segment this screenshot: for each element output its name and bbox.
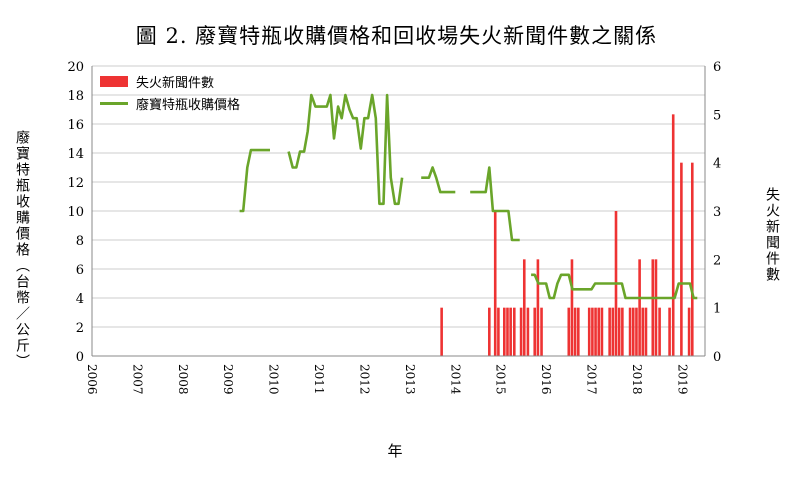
x-tick-label: 2019: [675, 364, 689, 395]
x-tick-label: 2007: [130, 364, 144, 395]
bar: [680, 162, 683, 356]
axes: [91, 66, 706, 357]
bar: [533, 307, 537, 356]
gridlines: [92, 65, 705, 357]
bar: [567, 307, 571, 356]
left-y-tick-labels: 0 2 4 6 8 10 12 14 16 18 20: [67, 60, 84, 365]
bar-series-fire-news: [440, 114, 694, 356]
y-tick-label-left: 2: [76, 321, 84, 336]
y-tick-label-right: 4: [713, 157, 721, 172]
y-tick-label-left: 10: [67, 205, 84, 220]
bar: [635, 307, 638, 356]
bar: [506, 307, 509, 356]
y-tick-label-right: 6: [713, 60, 721, 75]
legend-label-line: 廢寶特瓶收購價格: [136, 97, 241, 113]
y-tick-label-right: 3: [713, 205, 721, 220]
legend-swatch-line: [100, 101, 128, 105]
bar: [497, 307, 500, 356]
legend-label-bars: 失火新聞件數: [136, 75, 215, 91]
bar: [654, 259, 658, 356]
bar: [651, 259, 655, 356]
x-tick-labels: 2006 2007 2008 2009 2010 2011 2012 2013 2014 2015…: [85, 364, 689, 395]
x-tick-label: 2014: [448, 364, 462, 395]
x-tick-label: 2017: [584, 364, 598, 395]
x-axis-label: 年: [387, 442, 403, 460]
line-series-pet-price: [239, 93, 698, 300]
bar: [522, 259, 526, 356]
chart-title: 圖 2. 廢寶特瓶收購價格和回收場失火新聞件數之關係: [135, 24, 658, 48]
bar: [621, 307, 624, 356]
x-tick-label: 2018: [630, 364, 644, 395]
price-line-segment: [531, 273, 698, 300]
bar: [617, 307, 621, 356]
bar: [591, 307, 594, 356]
y-axis-label-left: 廢寶特瓶收購價格（台幣／公斤）: [14, 130, 30, 370]
bar: [658, 307, 661, 356]
bar: [628, 307, 632, 356]
y-tick-label-left: 8: [76, 234, 84, 249]
bar: [577, 307, 580, 356]
bar: [600, 307, 604, 356]
bar: [644, 307, 648, 356]
y-tick-label-left: 12: [67, 176, 84, 191]
y-tick-label-right: 0: [713, 350, 721, 365]
bar: [687, 307, 691, 356]
bar: [638, 259, 641, 356]
bar: [570, 259, 574, 356]
x-tick-label: 2011: [312, 364, 326, 395]
bar: [597, 307, 601, 356]
bar: [594, 307, 597, 356]
bar: [608, 307, 611, 356]
x-tick-label: 2015: [494, 364, 508, 395]
y-tick-label-right: 2: [713, 253, 721, 268]
bar: [526, 307, 530, 356]
y-tick-label-right: 1: [713, 302, 721, 317]
price-line-segment: [421, 166, 456, 194]
bar: [671, 114, 675, 356]
x-tick-label: 2006: [85, 364, 99, 395]
bar: [512, 307, 516, 356]
bar: [440, 307, 443, 356]
price-line-segment: [470, 166, 520, 242]
y-tick-label-left: 4: [76, 292, 84, 307]
bar: [540, 307, 543, 356]
bar: [668, 307, 671, 356]
y-axis-label-right: 失火新聞件數: [764, 187, 780, 283]
price-line-segment: [239, 148, 270, 213]
x-tick-label: 2012: [357, 364, 371, 395]
y-tick-label-right: 5: [713, 108, 721, 123]
legend: 失火新聞件數 廢寶特瓶收購價格: [100, 70, 240, 114]
bar: [509, 307, 512, 356]
right-y-tick-labels: 0 1 2 3 4 5 6: [713, 60, 721, 365]
bar: [690, 162, 694, 356]
legend-swatch-bar: [100, 75, 128, 87]
bar: [641, 307, 645, 356]
y-tick-label-left: 6: [76, 263, 84, 278]
y-tick-label-left: 20: [67, 60, 84, 75]
x-tick-label: 2008: [176, 364, 190, 395]
y-tick-label-left: 18: [67, 89, 84, 104]
price-line-segment: [287, 93, 404, 206]
x-tick-label: 2016: [539, 364, 553, 395]
legend-item-bars: 失火新聞件數: [100, 70, 240, 92]
bar: [488, 307, 491, 356]
x-tick-label: 2010: [267, 364, 281, 395]
y-tick-label-left: 14: [67, 147, 84, 162]
bar: [631, 307, 635, 356]
bar: [519, 307, 523, 356]
legend-item-line: 廢寶特瓶收購價格: [100, 92, 240, 114]
y-tick-label-left: 16: [67, 118, 84, 133]
y-tick-label-left: 0: [76, 350, 84, 365]
bar: [502, 307, 506, 356]
x-tick-label: 2009: [221, 364, 235, 395]
bar: [573, 307, 577, 356]
bar: [536, 259, 540, 356]
x-tick-label: 2013: [403, 364, 417, 395]
bar: [493, 211, 497, 356]
bar: [611, 307, 615, 356]
bar: [587, 307, 591, 356]
